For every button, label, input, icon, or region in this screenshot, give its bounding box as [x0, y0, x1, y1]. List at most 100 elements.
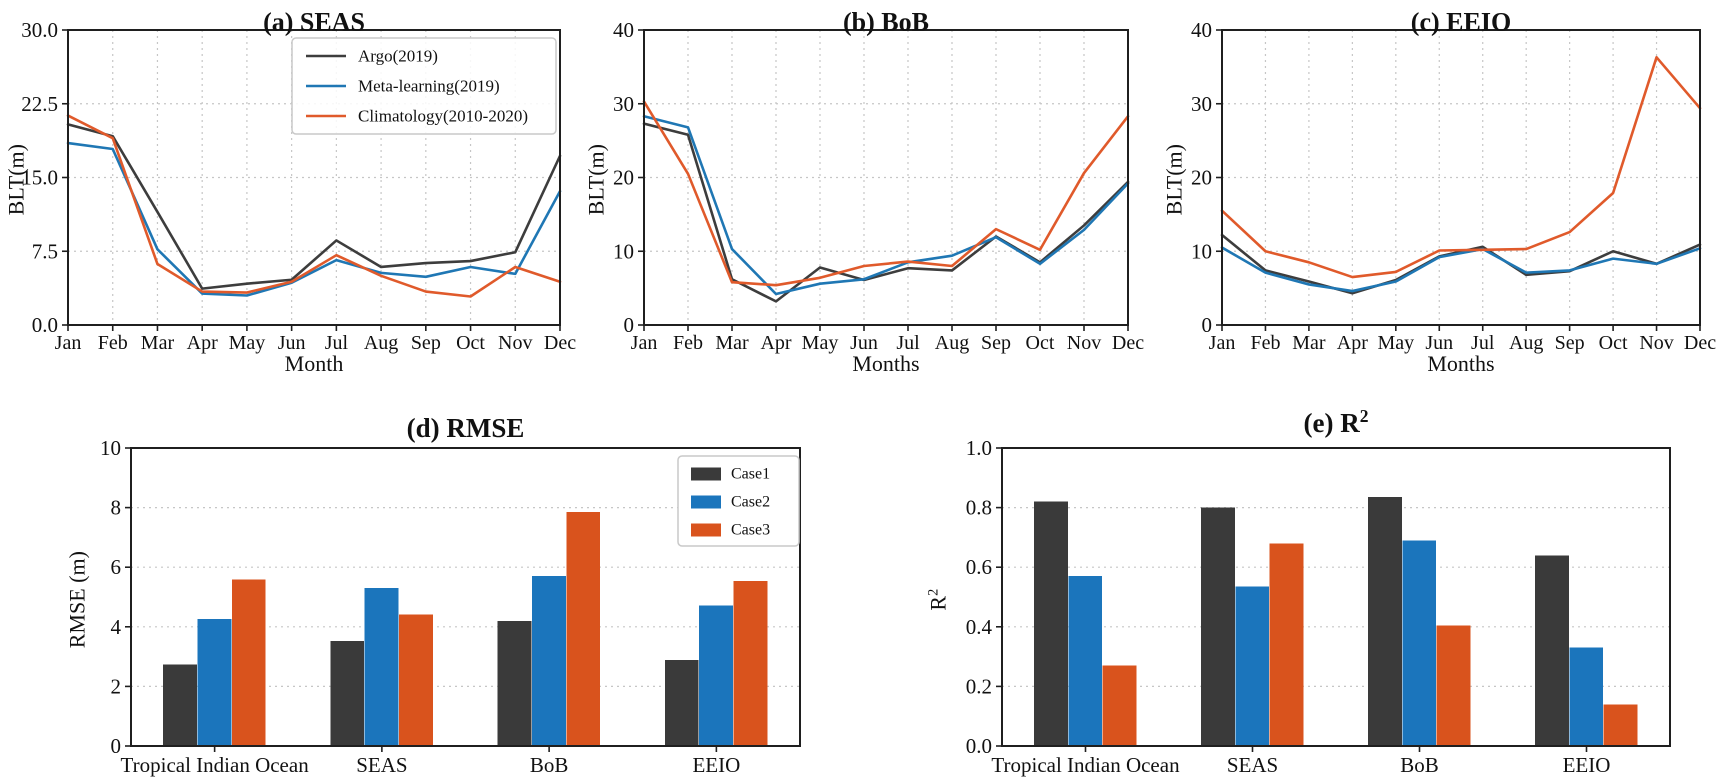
- rmse-series-case2: [197, 576, 734, 746]
- svg-text:30: 30: [1191, 92, 1212, 116]
- svg-text:Feb: Feb: [673, 332, 703, 354]
- svg-text:Apr: Apr: [760, 332, 791, 354]
- bob-grid: [644, 30, 1128, 325]
- svg-text:Climatology(2010-2020): Climatology(2010-2020): [358, 107, 528, 126]
- svg-text:Nov: Nov: [1067, 332, 1101, 354]
- seas-series-meta-learning-2019-: [66, 141, 562, 297]
- eeio-series-argo-2019-: [1220, 233, 1702, 295]
- seas-series-climatology-2010-2020-: [66, 114, 562, 298]
- seas-legend: Argo(2019) Meta-learning(2019) Climatology…: [291, 37, 557, 135]
- eeio-series-climatology-2010-2020-: [1220, 55, 1702, 279]
- svg-text:May: May: [802, 332, 839, 354]
- svg-text:0: 0: [111, 734, 122, 758]
- svg-text:Dec: Dec: [1112, 332, 1144, 354]
- r2-series-case2: [1068, 540, 1604, 746]
- svg-text:Oct: Oct: [456, 332, 485, 354]
- r2-series-case1: [1034, 497, 1569, 746]
- svg-text:0: 0: [1202, 313, 1213, 337]
- svg-text:Sep: Sep: [411, 332, 441, 354]
- rmse-axes: 0 2 4 6 8 10 Tropical Indian Ocean SEAS BoB EEIO: [100, 436, 740, 777]
- svg-text:8: 8: [111, 496, 122, 520]
- svg-text:Sep: Sep: [981, 332, 1011, 354]
- svg-text:Apr: Apr: [187, 332, 218, 354]
- panel-b-title: (b) BoB: [843, 7, 929, 37]
- svg-text:10: 10: [100, 436, 121, 460]
- svg-text:0: 0: [624, 313, 635, 337]
- eeio-frame: [1221, 29, 1701, 326]
- svg-text:Oct: Oct: [1026, 332, 1055, 354]
- svg-text:0.2: 0.2: [966, 674, 992, 698]
- eeio-axes: 0 10 20 30 40 Jan Feb Mar Apr May Jun Jul Aug Sep Oct N…: [1191, 18, 1716, 354]
- panel-b-ylabel: BLT(m): [583, 144, 609, 216]
- svg-text:SEAS: SEAS: [356, 753, 407, 777]
- eeio-grid: [1222, 30, 1700, 325]
- seas-axes: 0.0 7.5 15.0 22.5 30.0 Jan Feb Mar Apr May Jun Jul A…: [21, 18, 576, 354]
- seas-series-argo-2019-: [66, 123, 562, 290]
- panel-a-ylabel: BLT(m): [3, 144, 29, 216]
- svg-text:0.8: 0.8: [966, 496, 992, 520]
- svg-text:30.0: 30.0: [21, 18, 58, 42]
- svg-text:May: May: [229, 332, 266, 354]
- svg-text:40: 40: [613, 18, 634, 42]
- rmse-series-case3: [231, 512, 768, 746]
- svg-text:Case3: Case3: [731, 522, 770, 539]
- panel-d-title: (d) RMSE: [406, 413, 525, 443]
- panel-c-title: (c) EEIO: [1410, 7, 1512, 37]
- svg-text:7.5: 7.5: [32, 239, 58, 263]
- svg-text:Feb: Feb: [1250, 332, 1280, 354]
- svg-text:Tropical Indian Ocean: Tropical Indian Ocean: [121, 753, 310, 777]
- svg-text:Jul: Jul: [325, 332, 349, 354]
- svg-text:2: 2: [111, 674, 122, 698]
- svg-text:Dec: Dec: [1684, 332, 1716, 354]
- bob-series-meta-learning-2019-: [642, 114, 1130, 296]
- svg-text:0.0: 0.0: [32, 313, 58, 337]
- svg-text:Jun: Jun: [278, 332, 306, 354]
- svg-text:Jan: Jan: [1209, 332, 1236, 354]
- svg-text:BoB: BoB: [1400, 753, 1439, 777]
- panel-d-ylabel: RMSE (m): [64, 551, 90, 649]
- rmse-frame: [130, 447, 801, 747]
- svg-text:6: 6: [111, 555, 122, 579]
- svg-text:Mar: Mar: [141, 332, 175, 354]
- svg-text:Jun: Jun: [1425, 332, 1453, 354]
- r2-series-case3: [1102, 543, 1638, 746]
- svg-text:BoB: BoB: [530, 753, 569, 777]
- svg-text:Sep: Sep: [1555, 332, 1585, 354]
- svg-text:Aug: Aug: [1509, 332, 1543, 354]
- svg-text:Jan: Jan: [631, 332, 658, 354]
- r2-axes: 0.0 0.2 0.4 0.6 0.8 1.0 Tropical Indian Ocean S…: [966, 436, 1611, 777]
- svg-text:Jan: Jan: [55, 332, 82, 354]
- panel-c-ylabel: BLT(m): [1161, 144, 1187, 216]
- panel-a-xlabel: Month: [284, 351, 344, 376]
- svg-text:Meta-learning(2019): Meta-learning(2019): [358, 77, 500, 96]
- panel-a-title: (a) SEAS: [263, 7, 365, 37]
- svg-text:20: 20: [1191, 166, 1212, 190]
- svg-text:15.0: 15.0: [21, 166, 58, 190]
- bob-series-argo-2019-: [642, 122, 1130, 303]
- svg-text:40: 40: [1191, 18, 1212, 42]
- svg-text:0.6: 0.6: [966, 555, 992, 579]
- panel-e-ylabel: R2: [925, 588, 951, 611]
- svg-text:Aug: Aug: [935, 332, 969, 354]
- svg-text:Case1: Case1: [731, 466, 770, 483]
- r2-frame: [1001, 447, 1671, 747]
- svg-text:Jun: Jun: [850, 332, 878, 354]
- svg-text:20: 20: [613, 166, 634, 190]
- bob-series-climatology-2010-2020-: [642, 100, 1130, 287]
- svg-text:4: 4: [111, 615, 122, 639]
- panel-c-xlabel: Months: [1427, 351, 1495, 376]
- svg-text:0.4: 0.4: [966, 615, 993, 639]
- rmse-legend: Case1 Case2 Case3: [677, 455, 800, 547]
- svg-text:Feb: Feb: [98, 332, 128, 354]
- svg-text:Oct: Oct: [1599, 332, 1628, 354]
- svg-text:0.0: 0.0: [966, 734, 992, 758]
- svg-text:Mar: Mar: [715, 332, 749, 354]
- svg-text:Nov: Nov: [498, 332, 532, 354]
- svg-text:22.5: 22.5: [21, 92, 58, 116]
- svg-text:EEIO: EEIO: [1563, 753, 1611, 777]
- panel-e-title: (e) R2: [1303, 406, 1369, 438]
- svg-text:May: May: [1377, 332, 1414, 354]
- svg-text:Case2: Case2: [731, 494, 770, 511]
